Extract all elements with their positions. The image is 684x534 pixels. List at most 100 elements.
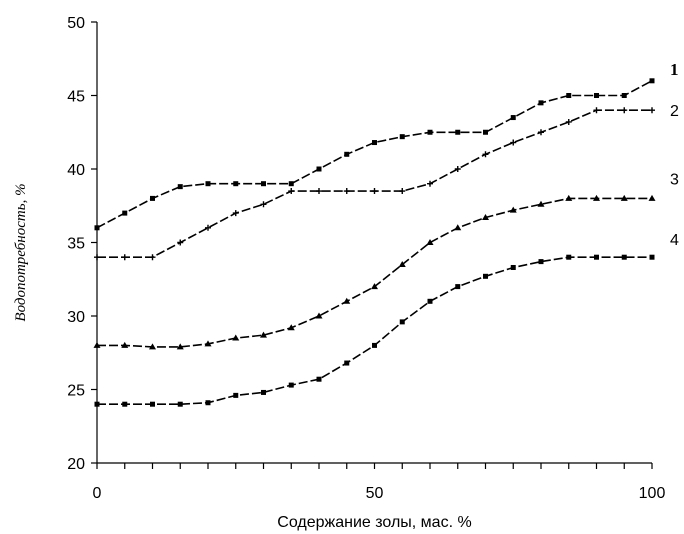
data-point <box>344 151 350 157</box>
data-point <box>232 334 240 341</box>
data-point <box>621 93 627 98</box>
data-point <box>510 139 517 146</box>
data-point <box>594 254 599 260</box>
data-point <box>565 194 573 201</box>
x-ticks: 0 50 100 <box>93 463 666 502</box>
data-point <box>649 254 655 260</box>
data-point <box>565 118 572 125</box>
data-point <box>621 254 627 260</box>
y-tick-label: 45 <box>67 89 85 106</box>
series-label: 1 <box>670 60 679 79</box>
data-point <box>399 134 405 140</box>
series-2: 2 <box>94 103 679 261</box>
data-point <box>620 194 628 201</box>
data-point <box>509 206 517 213</box>
data-point <box>482 214 489 221</box>
series-line <box>97 109 652 259</box>
y-tick-label: 25 <box>67 383 85 400</box>
data-point <box>510 264 516 270</box>
data-point <box>372 140 377 146</box>
data-point <box>454 224 462 231</box>
data-point <box>482 151 489 158</box>
data-point <box>538 100 544 106</box>
data-point <box>399 319 405 325</box>
data-point <box>455 284 461 290</box>
y-tick-label: 40 <box>67 162 85 179</box>
data-point <box>455 129 461 135</box>
data-point <box>427 298 433 304</box>
data-point <box>649 107 655 114</box>
data-point <box>371 188 378 195</box>
data-point <box>594 93 599 98</box>
data-point <box>288 382 294 388</box>
data-point <box>483 273 488 279</box>
data-point <box>621 107 628 114</box>
data-point <box>205 400 211 406</box>
data-point <box>93 341 101 348</box>
series-label: 3 <box>670 171 679 188</box>
data-point <box>149 254 156 261</box>
data-point <box>454 166 461 172</box>
data-point <box>261 181 266 187</box>
x-tick-label: 100 <box>639 485 666 502</box>
series-group: 1 2 3 4 <box>93 60 679 407</box>
data-point <box>94 225 100 231</box>
data-point <box>371 283 378 290</box>
data-point <box>121 254 128 261</box>
series-4: 4 <box>94 232 679 407</box>
data-point <box>94 254 100 261</box>
data-point <box>399 188 406 195</box>
data-point <box>205 224 211 231</box>
data-point <box>149 343 156 350</box>
data-point <box>177 401 183 407</box>
x-axis-label: Содержание золы, мас. % <box>277 514 471 531</box>
series-line <box>96 80 653 229</box>
series-1: 1 <box>94 60 679 231</box>
series-line <box>97 197 652 348</box>
data-point <box>150 195 155 201</box>
y-tick-label: 20 <box>67 456 85 473</box>
data-point <box>205 181 211 187</box>
data-point <box>427 129 433 135</box>
data-point <box>288 181 294 187</box>
data-point <box>315 312 323 319</box>
data-point <box>287 324 295 331</box>
data-point <box>427 180 433 187</box>
data-point <box>372 342 377 348</box>
series-label: 2 <box>670 103 679 120</box>
data-point <box>122 401 128 407</box>
series-label: 4 <box>670 232 679 249</box>
data-point <box>150 401 155 407</box>
series-3: 3 <box>93 171 679 350</box>
y-tick-label: 30 <box>67 309 85 326</box>
data-point <box>316 188 322 195</box>
data-point <box>593 194 600 201</box>
data-point <box>566 93 572 98</box>
y-ticks: 20 25 30 35 40 45 50 <box>67 15 97 473</box>
data-point <box>94 401 100 407</box>
data-point <box>483 129 488 135</box>
data-point <box>538 129 544 136</box>
data-point <box>648 194 656 201</box>
data-point <box>260 201 267 208</box>
data-point <box>177 239 184 246</box>
data-point <box>538 259 544 265</box>
x-tick-label: 0 <box>93 485 102 502</box>
data-point <box>261 389 266 395</box>
x-tick-label: 50 <box>366 485 384 502</box>
data-point <box>316 166 322 172</box>
data-point <box>398 261 406 268</box>
data-point <box>233 181 239 187</box>
data-point <box>344 360 350 366</box>
data-point <box>343 297 351 304</box>
data-point <box>510 115 516 121</box>
data-point <box>204 340 212 347</box>
data-point <box>426 239 434 245</box>
data-point <box>566 254 572 260</box>
data-point <box>537 200 545 207</box>
y-tick-label: 50 <box>67 15 85 32</box>
data-point <box>176 343 184 350</box>
data-point <box>649 78 655 84</box>
data-point <box>316 376 322 382</box>
